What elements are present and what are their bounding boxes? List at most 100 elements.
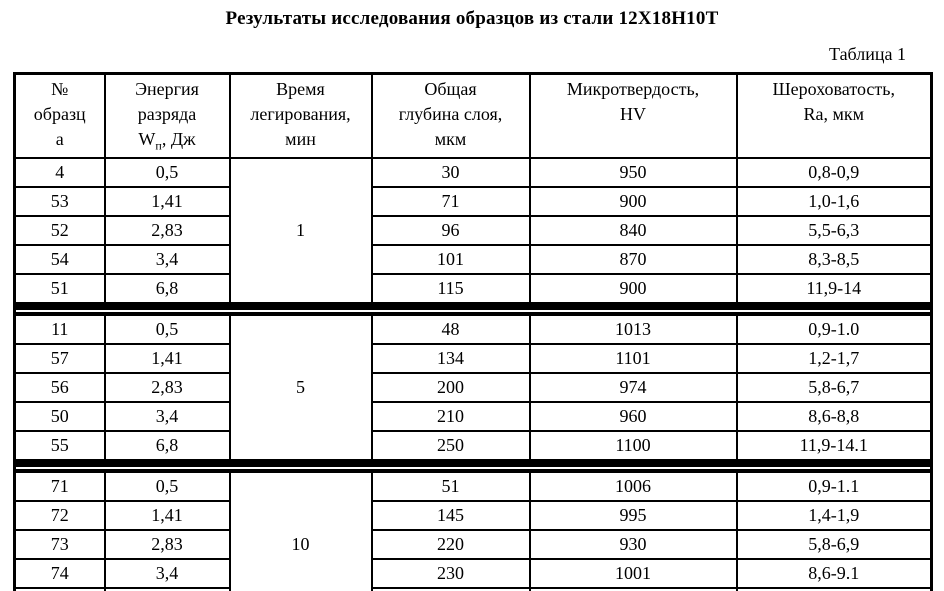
header-line: глубина слоя, — [398, 103, 503, 124]
cell-depth: 96 — [370, 215, 531, 246]
group-separator — [13, 303, 933, 315]
cell-hardness: 1006 — [528, 471, 738, 502]
cell-energy: 2,83 — [103, 529, 231, 560]
cell-roughness: 0,9-1.1 — [735, 471, 933, 502]
table-row: 51 6,8 115 900 11,9-14 — [13, 273, 933, 304]
header-line: № — [51, 79, 69, 99]
cell-depth: 145 — [370, 500, 531, 531]
table-row: 74 3,4 230 1001 8,6-9.1 — [13, 558, 933, 589]
table-caption: Таблица 1 — [829, 44, 906, 64]
cell-sample: 55 — [13, 430, 106, 461]
cell-hardness: 900 — [528, 273, 738, 304]
cell-hardness: 1013 — [528, 314, 738, 345]
cell-hardness: 995 — [528, 500, 738, 531]
cell-roughness: 1,0-1,6 — [735, 186, 933, 217]
cell-roughness: 5,8-6,9 — [735, 529, 933, 560]
cell-depth: 51 — [370, 471, 531, 502]
cell-sample: 11 — [13, 314, 106, 345]
cell-energy: 6,8 — [103, 587, 231, 591]
header-roughness: Шероховатость, Ra, мкм — [735, 72, 933, 159]
cell-energy: 3,4 — [103, 558, 231, 589]
cell-sample: 53 — [13, 186, 106, 217]
table-row: 55 6,8 250 1100 11,9-14.1 — [13, 430, 933, 461]
header-line: HV — [620, 103, 646, 124]
cell-roughness: 8,6-9.1 — [735, 558, 933, 589]
cell-time: 5 — [228, 314, 373, 461]
cell-depth: 115 — [370, 273, 531, 304]
cell-hardness: 974 — [528, 372, 738, 403]
cell-depth: 210 — [370, 401, 531, 432]
header-energy: Энергия разряда Wп, Дж — [103, 72, 231, 159]
cell-energy: 1,41 — [103, 343, 231, 374]
cell-sample: 73 — [13, 529, 106, 560]
cell-sample: 71 — [13, 471, 106, 502]
cell-sample: 57 — [13, 343, 106, 374]
cell-hardness: 960 — [528, 401, 738, 432]
cell-hardness: 1050 — [528, 587, 738, 591]
header-line: Микротвердость, — [566, 79, 700, 99]
energy-units: , Дж — [161, 128, 196, 149]
cell-sample: 56 — [13, 372, 106, 403]
cell-roughness: 12.3-15 — [735, 587, 933, 591]
header-line: разряда — [137, 103, 197, 124]
cell-depth: 48 — [370, 314, 531, 345]
header-line: Ra, мкм — [803, 103, 865, 124]
cell-energy: 1,41 — [103, 500, 231, 531]
cell-sample: 4 — [13, 157, 106, 188]
cell-roughness: 11,9-14.1 — [735, 430, 933, 461]
cell-depth: 250 — [370, 430, 531, 461]
cell-energy: 0,5 — [103, 157, 231, 188]
cell-energy: 3,4 — [103, 401, 231, 432]
cell-sample: 72 — [13, 500, 106, 531]
table-row: 75 6,8 275 1050 12.3-15 — [13, 587, 933, 591]
cell-depth: 71 — [370, 186, 531, 217]
header-line: Энергия — [135, 79, 199, 99]
energy-symbol: W — [138, 128, 156, 149]
header-line: мкм — [434, 128, 467, 149]
header-line: Шероховатость, — [772, 79, 895, 99]
cell-depth: 30 — [370, 157, 531, 188]
cell-roughness: 8,3-8,5 — [735, 244, 933, 275]
table-row: 71 0,5 10 51 1006 0,9-1.1 — [13, 471, 933, 591]
header-line: образц — [33, 103, 86, 124]
cell-roughness: 1,4-1,9 — [735, 500, 933, 531]
cell-depth: 134 — [370, 343, 531, 374]
table-row: 54 3,4 101 870 8,3-8,5 — [13, 244, 933, 275]
page-title: Результаты исследования образцов из стал… — [225, 8, 719, 29]
cell-energy: 6,8 — [103, 273, 231, 304]
table-row: 56 2,83 200 974 5,8-6,7 — [13, 372, 933, 403]
cell-sample: 75 — [13, 587, 106, 591]
cell-depth: 101 — [370, 244, 531, 275]
group-separator — [13, 460, 933, 472]
cell-roughness: 5,5-6,3 — [735, 215, 933, 246]
cell-energy: 0,5 — [103, 314, 231, 345]
table-row: 4 0,5 1 30 950 0,8-0,9 — [13, 157, 933, 304]
header-line: Время — [276, 79, 325, 99]
cell-sample: 74 — [13, 558, 106, 589]
table-row: 57 1,41 134 1101 1,2-1,7 — [13, 343, 933, 374]
table-row: 52 2,83 96 840 5,5-6,3 — [13, 215, 933, 246]
cell-hardness: 840 — [528, 215, 738, 246]
cell-depth: 200 — [370, 372, 531, 403]
cell-hardness: 930 — [528, 529, 738, 560]
header-depth: Общая глубина слоя, мкм — [370, 72, 531, 159]
header-line: Общая — [424, 79, 477, 99]
cell-sample: 52 — [13, 215, 106, 246]
cell-sample: 54 — [13, 244, 106, 275]
header-line: Wп, Дж — [107, 127, 228, 153]
cell-energy: 1,41 — [103, 186, 231, 217]
cell-sample: 51 — [13, 273, 106, 304]
cell-roughness: 1,2-1,7 — [735, 343, 933, 374]
header-row: № образц а Энергия разряда Wп, Дж Время … — [13, 72, 933, 159]
cell-hardness: 1100 — [528, 430, 738, 461]
cell-roughness: 11,9-14 — [735, 273, 933, 304]
table-row: 73 2,83 220 930 5,8-6,9 — [13, 529, 933, 560]
cell-time: 1 — [228, 157, 373, 304]
energy-symbol-subscript: п — [155, 138, 162, 153]
cell-energy: 6,8 — [103, 430, 231, 461]
cell-hardness: 900 — [528, 186, 738, 217]
table-row: 11 0,5 5 48 1013 0,9-1.0 — [13, 314, 933, 461]
cell-hardness: 950 — [528, 157, 738, 188]
cell-depth: 220 — [370, 529, 531, 560]
header-hardness: Микротвердость, HV — [528, 72, 738, 159]
